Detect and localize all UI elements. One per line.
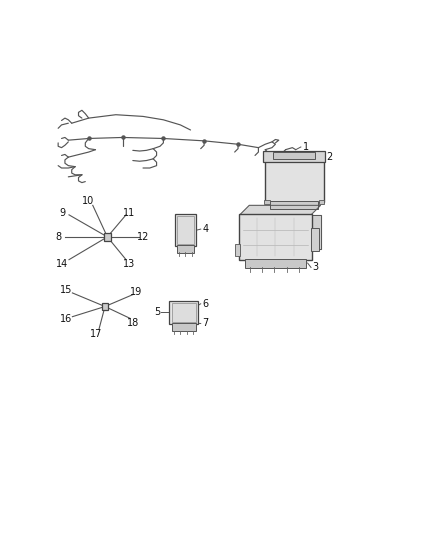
FancyBboxPatch shape	[270, 201, 318, 209]
Text: 13: 13	[123, 259, 135, 269]
Bar	[104, 233, 111, 241]
Text: 18: 18	[127, 318, 140, 328]
FancyBboxPatch shape	[273, 152, 315, 159]
Polygon shape	[240, 205, 321, 215]
Text: 17: 17	[90, 329, 102, 340]
Bar	[318, 200, 324, 204]
FancyBboxPatch shape	[239, 214, 312, 260]
FancyBboxPatch shape	[175, 214, 196, 246]
Text: 4: 4	[202, 224, 208, 234]
Bar	[235, 244, 240, 256]
Text: 1: 1	[303, 142, 309, 152]
Text: 3: 3	[313, 262, 319, 272]
Text: 9: 9	[59, 208, 65, 218]
Text: 8: 8	[56, 232, 62, 242]
Polygon shape	[249, 215, 321, 249]
Text: 16: 16	[60, 314, 72, 325]
Text: 12: 12	[137, 232, 149, 242]
Text: 14: 14	[56, 259, 68, 269]
Text: 6: 6	[202, 299, 208, 309]
Text: 7: 7	[202, 319, 208, 328]
FancyBboxPatch shape	[244, 259, 306, 268]
Text: 2: 2	[326, 152, 332, 162]
FancyBboxPatch shape	[177, 216, 194, 244]
FancyBboxPatch shape	[311, 228, 319, 251]
FancyBboxPatch shape	[265, 160, 324, 202]
Text: 5: 5	[154, 306, 160, 317]
FancyBboxPatch shape	[172, 323, 196, 332]
FancyBboxPatch shape	[172, 303, 196, 322]
Text: 15: 15	[60, 285, 72, 295]
Bar	[264, 200, 270, 204]
Text: 11: 11	[123, 208, 135, 218]
FancyBboxPatch shape	[177, 245, 194, 253]
Bar	[102, 303, 108, 310]
Text: 19: 19	[130, 287, 142, 297]
FancyBboxPatch shape	[170, 301, 198, 324]
Text: 10: 10	[82, 196, 94, 206]
FancyBboxPatch shape	[263, 151, 325, 162]
